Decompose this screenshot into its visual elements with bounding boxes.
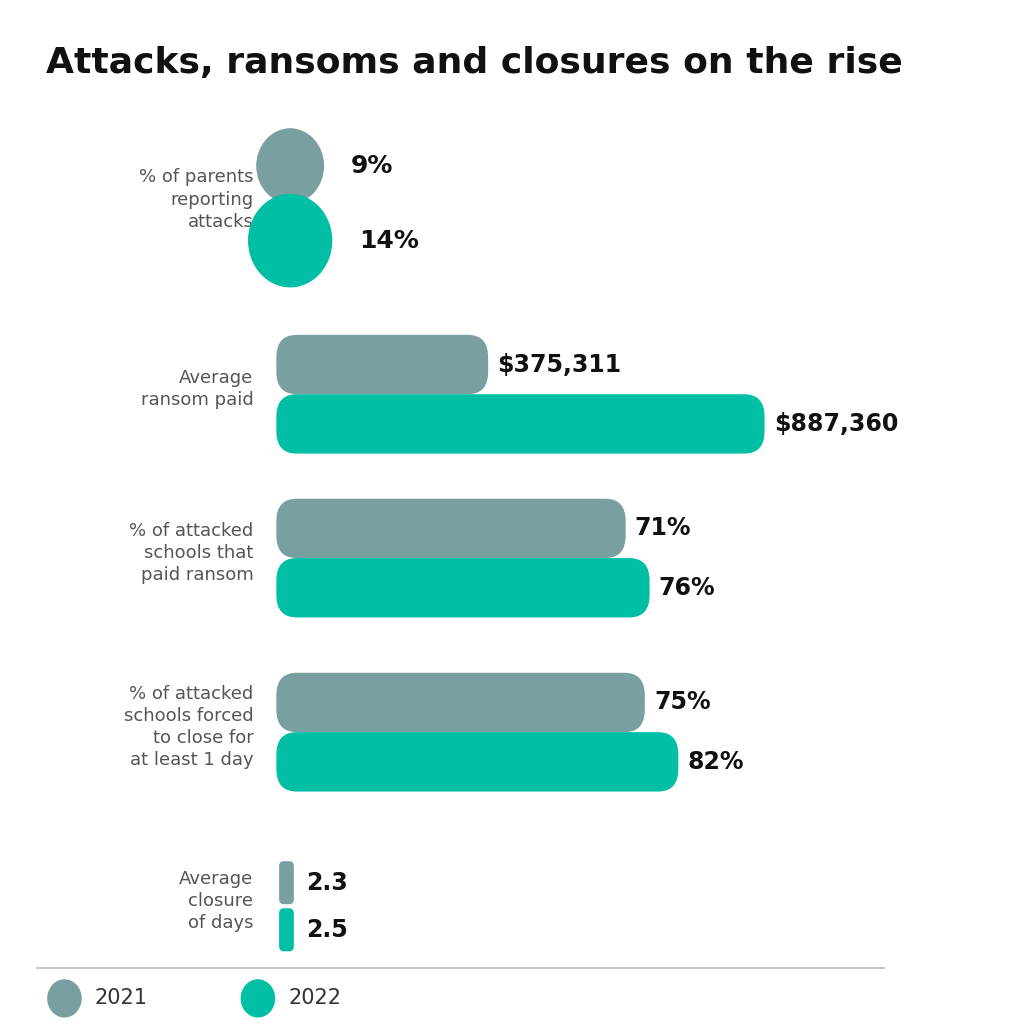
- Text: % of attacked
schools forced
to close for
at least 1 day: % of attacked schools forced to close fo…: [124, 685, 253, 769]
- FancyBboxPatch shape: [280, 908, 294, 951]
- Text: 2022: 2022: [289, 988, 341, 1009]
- FancyBboxPatch shape: [276, 558, 649, 617]
- Text: 75%: 75%: [654, 690, 711, 715]
- Circle shape: [249, 195, 332, 287]
- Text: Attacks, ransoms and closures on the rise: Attacks, ransoms and closures on the ris…: [46, 46, 903, 80]
- Text: $887,360: $887,360: [774, 412, 898, 436]
- Text: % of parents
reporting
attacks: % of parents reporting attacks: [139, 169, 253, 230]
- Text: 2.5: 2.5: [306, 918, 347, 942]
- FancyBboxPatch shape: [276, 732, 678, 792]
- Text: $375,311: $375,311: [498, 352, 622, 377]
- Text: % of attacked
schools that
paid ransom: % of attacked schools that paid ransom: [129, 522, 253, 584]
- Text: 76%: 76%: [658, 575, 716, 600]
- FancyBboxPatch shape: [276, 394, 765, 454]
- FancyBboxPatch shape: [280, 861, 294, 904]
- Circle shape: [48, 980, 81, 1017]
- Text: 82%: 82%: [687, 750, 744, 774]
- Text: 2.3: 2.3: [306, 870, 347, 895]
- Circle shape: [257, 129, 324, 203]
- FancyBboxPatch shape: [276, 673, 645, 732]
- FancyBboxPatch shape: [276, 335, 488, 394]
- Text: Average
ransom paid: Average ransom paid: [140, 369, 253, 410]
- Text: 9%: 9%: [351, 154, 393, 178]
- Text: 14%: 14%: [359, 228, 419, 253]
- Text: 71%: 71%: [635, 516, 691, 541]
- Text: Average
closure
of days: Average closure of days: [179, 870, 253, 932]
- Text: 2021: 2021: [95, 988, 147, 1009]
- Circle shape: [242, 980, 274, 1017]
- FancyBboxPatch shape: [276, 499, 626, 558]
